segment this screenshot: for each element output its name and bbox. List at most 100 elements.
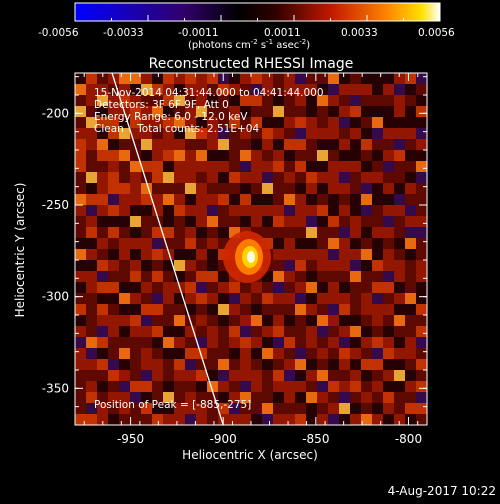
plot-title: Reconstructed RHESSI Image [149,56,354,72]
heatmap-cell [207,282,218,293]
heatmap-cell [229,216,240,227]
heatmap-cell [185,238,196,249]
heatmap-cell [317,370,328,381]
heatmap-cell [339,128,350,139]
heatmap-cell [306,183,317,194]
heatmap-cell [295,337,306,348]
heatmap-cell [196,403,207,414]
heatmap-cell [108,227,119,238]
heatmap-cell [361,403,372,414]
heatmap-cell [284,348,295,359]
heatmap-cell [262,337,273,348]
heatmap-cell [163,128,174,139]
heatmap-cell [350,381,361,392]
heatmap-cell [405,150,416,161]
heatmap-cell [383,282,394,293]
heatmap-cell [174,161,185,172]
heatmap-cell [185,337,196,348]
heatmap-cell [229,128,240,139]
heatmap-cell [86,381,97,392]
heatmap-cell [130,95,141,106]
heatmap-cell [163,260,174,271]
heatmap-cell [108,84,119,95]
heatmap-cell [317,238,328,249]
heatmap-cell [75,150,86,161]
heatmap-cell [273,282,284,293]
heatmap-cell [284,304,295,315]
heatmap-cell [229,194,240,205]
heatmap-cell [75,282,86,293]
heatmap-cell [350,238,361,249]
heatmap-cell [350,370,361,381]
heatmap-cell [306,117,317,128]
heatmap-cell [130,216,141,227]
heatmap-cell [152,106,163,117]
heatmap-cell [394,106,405,117]
heatmap-cell [108,139,119,150]
heatmap-cell [405,73,416,84]
heatmap-cell [196,326,207,337]
heatmap-cell [174,414,185,425]
heatmap-cell [229,139,240,150]
heatmap-cell [284,282,295,293]
heatmap-cell [108,194,119,205]
heatmap-cell [196,139,207,150]
heatmap-cell [273,172,284,183]
heatmap-cell [152,282,163,293]
heatmap-cell [75,227,86,238]
heatmap-cell [273,128,284,139]
heatmap-cell [130,282,141,293]
heatmap-cell [328,205,339,216]
heatmap-cell [317,150,328,161]
heatmap-cell [350,337,361,348]
heatmap-cell [130,348,141,359]
heatmap-cell [141,260,152,271]
heatmap-cell [383,117,394,128]
heatmap-cell [350,326,361,337]
heatmap-cell [97,260,108,271]
heatmap-cell [273,95,284,106]
heatmap-cell [328,106,339,117]
heatmap-cell [130,271,141,282]
heatmap-cell [306,326,317,337]
heatmap-cell [317,315,328,326]
heatmap-cell [75,183,86,194]
axis-ticks: -950 -900 -850 -800 -350 -300 -250 -200 [42,73,427,446]
heatmap-cell [163,117,174,128]
heatmap-cell [394,139,405,150]
heatmap-cell [75,84,86,95]
heatmap-cell [196,161,207,172]
heatmap-cell [361,216,372,227]
heatmap-cell [372,161,383,172]
heatmap-cell [416,392,427,403]
heatmap-cell [284,194,295,205]
heatmap-cell [119,117,130,128]
heatmap-cell [240,381,251,392]
heatmap-cell [328,172,339,183]
heatmap-cell [405,106,416,117]
info-line: 15-Nov-2014 04:31:44.000 to 04:41:44.000 [94,87,324,99]
heatmap-cell [218,139,229,150]
heatmap-cell [394,227,405,238]
heatmap-cell [152,139,163,150]
heatmap-cell [207,260,218,271]
heatmap-cell [372,304,383,315]
heatmap-cell [405,370,416,381]
heatmap-cell [339,392,350,403]
heatmap-cell [350,282,361,293]
heatmap-cell [207,117,218,128]
heatmap-cell [108,403,119,414]
heatmap-cell [328,194,339,205]
heatmap-cell [86,359,97,370]
heatmap-cell [196,370,207,381]
heatmap-cell [240,348,251,359]
heatmap-cell [196,183,207,194]
heatmap-cell [141,238,152,249]
heatmap-cell [350,106,361,117]
heatmap-cell [262,326,273,337]
heatmap-cell [240,194,251,205]
heatmap-cell [262,205,273,216]
heatmap-cell [108,238,119,249]
heatmap-cell [97,183,108,194]
heatmap-cell [229,183,240,194]
